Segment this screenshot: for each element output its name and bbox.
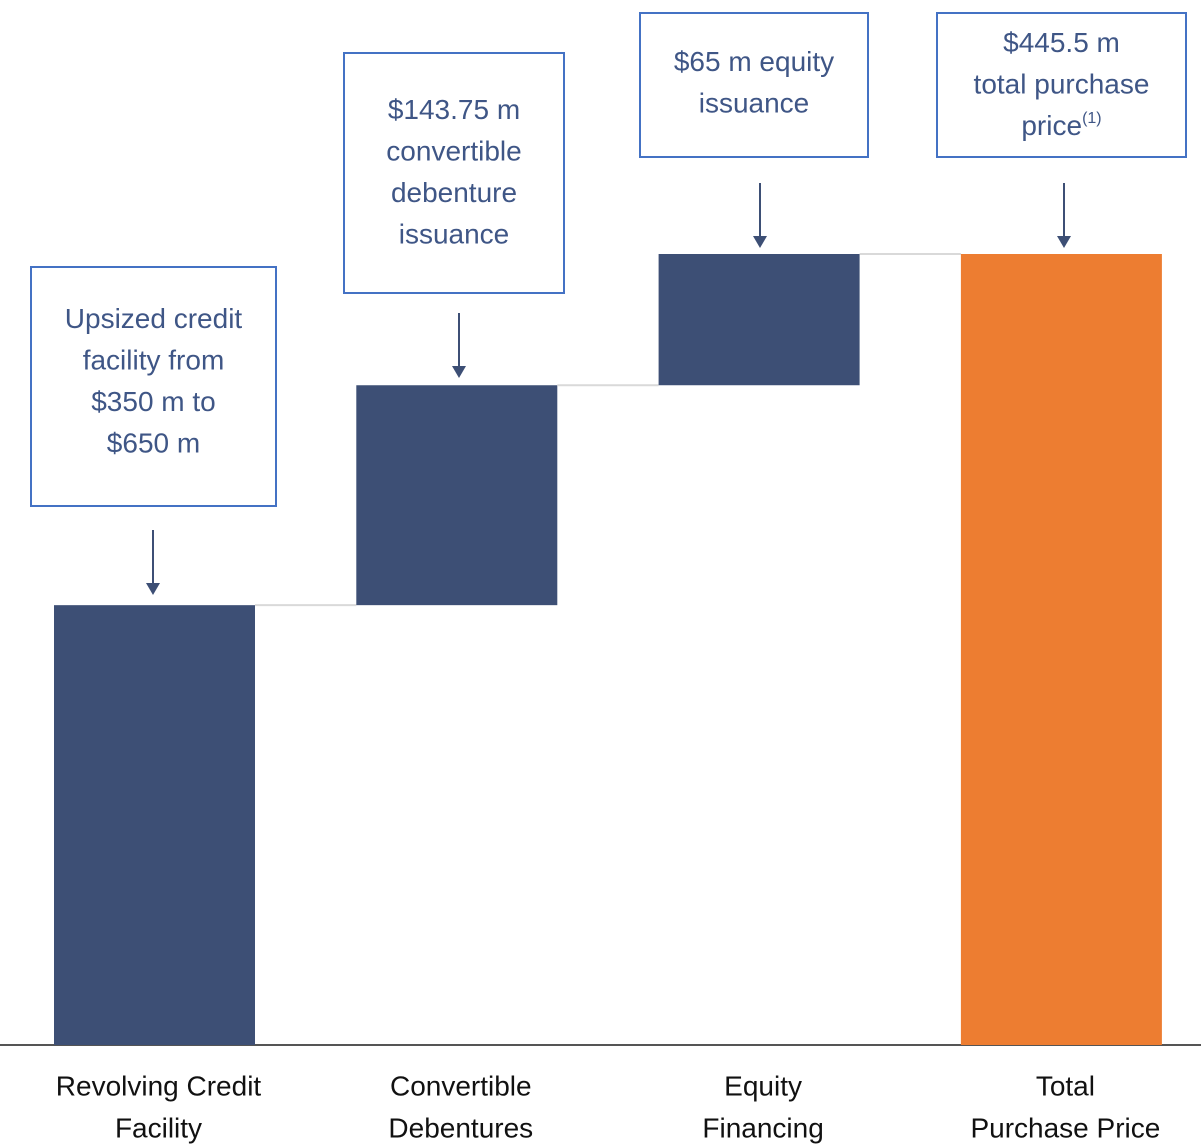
annotation-line: price xyxy=(1021,110,1082,141)
arrow-head xyxy=(452,366,466,378)
annotation-text: $350 m to xyxy=(91,386,216,417)
annotation-text: $65 m equity xyxy=(674,46,834,77)
bar xyxy=(356,385,558,606)
annotation-line: debenture xyxy=(391,177,517,208)
annotation-line: $143.75 m xyxy=(388,94,520,125)
annotation-box xyxy=(343,52,565,294)
annotation-text: convertible xyxy=(386,136,521,167)
annotation-line: issuance xyxy=(399,219,510,250)
x-tick-label: Debentures xyxy=(388,1112,533,1143)
arrow-head xyxy=(753,236,767,248)
bar xyxy=(54,605,255,1045)
annotation-line: facility from xyxy=(83,345,225,376)
arrow-head xyxy=(146,583,160,595)
x-tick-label: Equity xyxy=(724,1070,802,1101)
annotation-text: Upsized credit xyxy=(65,303,243,334)
x-tick-label: Revolving Credit xyxy=(56,1070,262,1101)
x-tick-label: Facility xyxy=(115,1112,202,1143)
annotation-line: $650 m xyxy=(107,428,200,459)
annotation-superscript: (1) xyxy=(1082,110,1102,127)
x-tick-label: Total xyxy=(1036,1070,1095,1101)
annotation-line: issuance xyxy=(699,88,810,119)
annotation-line: total purchase xyxy=(974,69,1150,100)
annotation-line: $445.5 m xyxy=(1003,27,1120,58)
annotation-box xyxy=(639,12,869,158)
annotation-text: debenture xyxy=(391,177,517,208)
annotation-text: total purchase xyxy=(974,69,1150,100)
annotation-box xyxy=(30,266,277,507)
annotation-text: issuance xyxy=(699,88,810,119)
annotation-text: facility from xyxy=(83,345,225,376)
x-tick-label: Purchase Price xyxy=(970,1112,1160,1143)
bar xyxy=(658,254,860,386)
annotation-text: issuance xyxy=(399,219,510,250)
annotation-box xyxy=(936,12,1187,158)
annotation-line: $65 m equity xyxy=(674,46,834,77)
x-tick-label: Financing xyxy=(702,1112,823,1143)
annotation-line: convertible xyxy=(386,136,521,167)
annotation-text: $143.75 m xyxy=(388,94,520,125)
x-tick-label: Convertible xyxy=(390,1070,532,1101)
annotation-line: $350 m to xyxy=(91,386,216,417)
arrow-head xyxy=(1057,236,1071,248)
bar xyxy=(960,254,1162,1045)
annotation-text: $650 m xyxy=(107,428,200,459)
annotation-line: Upsized credit xyxy=(65,303,243,334)
annotation-text: $445.5 m xyxy=(1003,27,1120,58)
annotation-text: price(1) xyxy=(1021,110,1101,141)
